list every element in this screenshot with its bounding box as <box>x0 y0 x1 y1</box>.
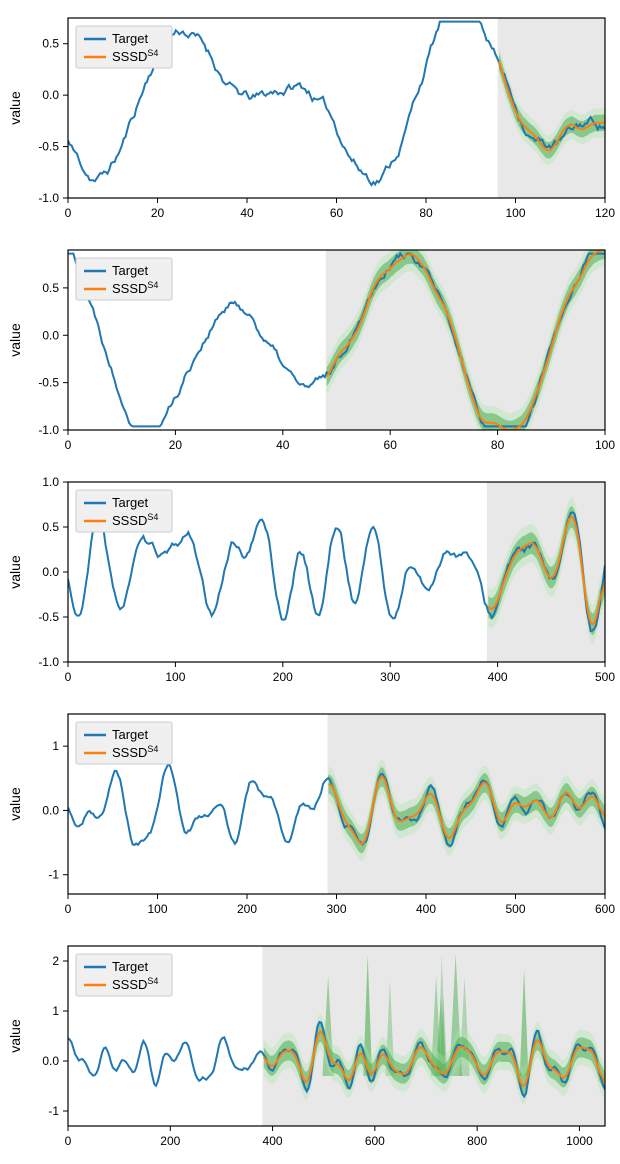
panel-0: 0 20 40 60 80 100 120 -1.0 -0.5 0.0 0.5 value Target… <box>7 18 615 220</box>
figure-container: 020406080100120-1.0-0.50.00.5valueTarget… <box>0 0 620 1164</box>
xtick-label: 300 <box>326 902 346 916</box>
xtick-label: 200 <box>237 902 257 916</box>
panel-1: 0 20 40 60 80 100 -1.0 -0.5 0.0 0.5 value TargetSSS… <box>7 233 615 452</box>
figure-svg: 020406080100120-1.0-0.50.00.5valueTarget… <box>0 0 620 1164</box>
xtick-label: 60 <box>330 206 344 220</box>
xtick-label: 100 <box>165 670 185 684</box>
xtick-label: 0 <box>65 902 72 916</box>
ytick-label: -1.0 <box>38 191 59 205</box>
xtick-label: 600 <box>365 1134 385 1148</box>
legend: TargetSSSDS4 <box>76 26 172 68</box>
ytick-label: 0.5 <box>42 520 59 534</box>
legend-label-target: Target <box>112 495 149 510</box>
xtick-label: 600 <box>595 902 615 916</box>
ytick-label: 0.0 <box>42 88 59 102</box>
xtick-label: 0 <box>65 206 72 220</box>
xtick-label: 20 <box>169 438 183 452</box>
xtick-label: 80 <box>491 438 505 452</box>
xtick-label: 80 <box>419 206 433 220</box>
ylabel: value <box>7 323 23 357</box>
ytick-label: -1.0 <box>38 423 59 437</box>
xtick-label: 300 <box>380 670 400 684</box>
panel-4: 0 200 400 600 800 1000 -1 0.0 1 2 value TargetSSSDS… <box>7 946 605 1148</box>
ytick-label: 0.0 <box>42 1054 59 1068</box>
xtick-label: 500 <box>505 902 525 916</box>
xtick-label: 400 <box>488 670 508 684</box>
ytick-label: 0.0 <box>42 803 59 817</box>
ytick-label: 2 <box>52 954 59 968</box>
xtick-label: 100 <box>147 902 167 916</box>
xtick-label: 800 <box>467 1134 487 1148</box>
ylabel: value <box>7 787 23 821</box>
ylabel: value <box>7 555 23 589</box>
xtick-label: 40 <box>240 206 254 220</box>
legend-label-target: Target <box>112 263 149 278</box>
legend: TargetSSSDS4 <box>76 258 172 300</box>
ylabel: value <box>7 1019 23 1053</box>
xtick-label: 400 <box>263 1134 283 1148</box>
xtick-label: 200 <box>160 1134 180 1148</box>
xtick-label: 120 <box>595 206 615 220</box>
xtick-label: 400 <box>416 902 436 916</box>
ylabel: value <box>7 91 23 125</box>
legend-label-target: Target <box>112 727 149 742</box>
ytick-label: 1 <box>52 739 59 753</box>
xtick-label: 200 <box>273 670 293 684</box>
legend-label-target: Target <box>112 959 149 974</box>
xtick-label: 40 <box>276 438 290 452</box>
legend: TargetSSSDS4 <box>76 490 172 532</box>
ytick-label: 1 <box>52 1004 59 1018</box>
legend: TargetSSSDS4 <box>76 722 172 764</box>
xtick-label: 0 <box>65 438 72 452</box>
ytick-label: 0.5 <box>42 37 59 51</box>
ytick-label: -0.5 <box>38 376 59 390</box>
ytick-label: -0.5 <box>38 140 59 154</box>
xtick-label: 60 <box>384 438 398 452</box>
xtick-label: 500 <box>595 670 615 684</box>
ytick-label: -0.5 <box>38 610 59 624</box>
ytick-label: -1.0 <box>38 655 59 669</box>
forecast-region <box>326 250 605 430</box>
xtick-label: 1000 <box>566 1134 593 1148</box>
xtick-label: 0 <box>65 1134 72 1148</box>
panel-3: 0 100 200 300 400 500 600 -1 0.0 1 value TargetSSSD… <box>7 714 615 916</box>
xtick-label: 0 <box>65 670 72 684</box>
legend: TargetSSSDS4 <box>76 954 172 996</box>
legend-label-target: Target <box>112 31 149 46</box>
xtick-label: 100 <box>505 206 525 220</box>
ytick-label: 0.0 <box>42 328 59 342</box>
panel-2: 0 100 200 300 400 500 -1.0 -0.5 0.0 0.5 1.0 value Ta… <box>7 475 615 684</box>
xtick-label: 100 <box>595 438 615 452</box>
ytick-label: -1 <box>48 1104 59 1118</box>
xtick-label: 20 <box>151 206 165 220</box>
ytick-label: 0.5 <box>42 281 59 295</box>
ytick-label: -1 <box>48 868 59 882</box>
ytick-label: 0.0 <box>42 565 59 579</box>
ytick-label: 1.0 <box>42 475 59 489</box>
